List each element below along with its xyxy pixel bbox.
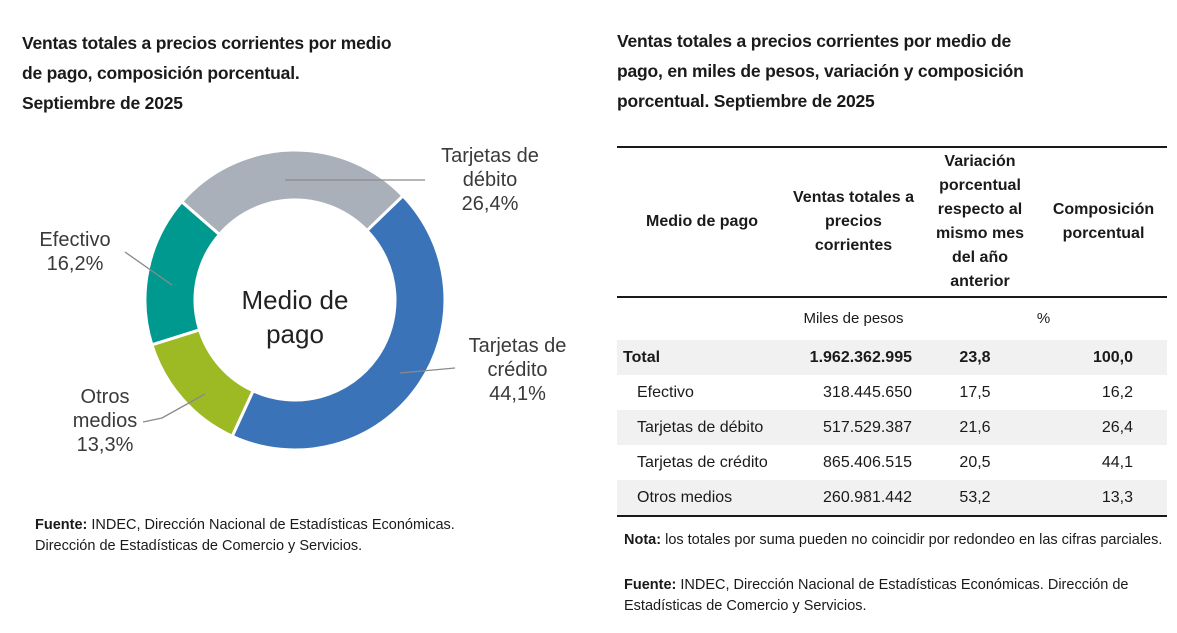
row-ventas: 318.445.650 [823,383,912,401]
note-label: Nota: [624,532,662,548]
sales-table: Medio de pago Ventas totales a precios c… [617,146,1167,517]
table-source: Fuente: INDEC, Dirección Nacional de Est… [624,575,1164,617]
table-note: Nota: los totales por suma pueden no coi… [624,530,1164,551]
row-variacion: 53,2 [959,488,991,506]
donut-chart [124,148,456,452]
donut-slice-tarjetas-de-d-bito [179,148,406,237]
table-row: Tarjetas de débito 517.529.387 21,6 26,4 [617,410,1167,445]
unit-cell: % [1036,310,1051,327]
unit-cell: Miles de pesos [803,310,904,327]
source-label: Fuente: [35,517,88,533]
row-name: Tarjetas de crédito [637,453,768,471]
row-ventas: 1.962.362.995 [809,348,912,366]
donut-slice-tarjetas-de-cr-dito [230,193,447,452]
note-text: los totales por suma pueden no coincidir… [661,532,1163,548]
row-variacion: 23,8 [959,348,991,366]
leader-line-efectivo [124,251,173,286]
table-title: Ventas totales a precios corrientes por … [617,26,1087,116]
unit-cell [617,297,787,340]
slice-label-text: crédito [487,359,548,381]
header-ventas: Ventas totales a precios corrientes [793,189,914,254]
slice-label-text: Otros [80,386,130,408]
slice-label-otros: Otros medios 13,3% [55,385,155,457]
header-variacion: Variación porcentual respecto al mismo m… [935,153,1025,290]
leader-line-credito [399,367,456,374]
row-variacion: 20,5 [959,453,991,471]
row-ventas: 865.406.515 [823,453,912,471]
table-row: Efectivo 318.445.650 17,5 16,2 [617,375,1167,410]
donut-center-label: Medio de pago [215,283,375,351]
source-text: INDEC, Dirección Nacional de Estadística… [624,577,1129,614]
slice-value-label: 13,3% [76,434,134,456]
row-name: Otros medios [637,488,733,506]
table-row-total: Total 1.962.362.995 23,8 100,0 [617,340,1167,375]
row-ventas: 517.529.387 [823,418,912,436]
source-label: Fuente: [624,577,677,593]
row-composicion: 100,0 [1092,348,1133,366]
row-variacion: 17,5 [959,383,991,401]
row-name: Efectivo [637,383,694,401]
leader-line-otros [142,393,206,423]
row-ventas: 260.981.442 [823,488,912,506]
slice-value-label: 44,1% [489,383,546,405]
slice-label-text: medios [72,410,138,432]
slice-label-efectivo: Efectivo 16,2% [25,228,125,276]
slice-label-text: Efectivo [39,229,111,251]
slice-label-credito: Tarjetas de crédito 44,1% [450,334,585,406]
row-composicion: 16,2 [1101,383,1133,401]
table-header-row: Medio de pago Ventas totales a precios c… [617,147,1167,297]
chart-title: Ventas totales a precios corrientes por … [22,28,462,118]
source-text: Dirección de Estadísticas de Comercio y … [35,538,363,554]
row-composicion: 13,3 [1101,488,1133,506]
chart-title-line: Ventas totales a precios corrientes por … [22,33,392,53]
row-composicion: 26,4 [1101,418,1133,436]
slice-value-label: 26,4% [461,193,519,215]
header-composicion: Composición porcentual [1052,201,1155,242]
slice-value-label: 16,2% [46,253,104,275]
row-name: Tarjetas de débito [637,418,764,436]
center-label-line: Medio de [241,285,349,315]
row-name: Total [623,348,661,366]
table-title-line: porcentual. Septiembre de 2025 [617,91,875,111]
row-variacion: 21,6 [959,418,991,436]
table-row: Otros medios 260.981.442 53,2 13,3 [617,480,1167,516]
slice-label-text: Tarjetas de [441,145,539,167]
slice-label-text: débito [462,169,518,191]
table-row: Tarjetas de crédito 865.406.515 20,5 44,… [617,445,1167,480]
units-row: Miles de pesos % [617,297,1167,340]
chart-source: Fuente: INDEC, Dirección Nacional de Est… [35,515,575,557]
chart-title-line: Septiembre de 2025 [22,93,183,113]
slice-label-text: Tarjetas de [468,335,567,357]
center-label-line: pago [266,319,324,349]
header-medio: Medio de pago [646,213,758,230]
row-composicion: 44,1 [1101,453,1133,471]
slice-label-debito: Tarjetas de débito 26,4% [420,144,560,216]
source-text: INDEC, Dirección Nacional de Estadística… [87,517,455,533]
table-title-line: Ventas totales a precios corrientes por … [617,31,1012,51]
chart-title-line: de pago, composición porcentual. [22,63,300,83]
table-title-line: pago, en miles de pesos, variación y com… [617,61,1024,81]
